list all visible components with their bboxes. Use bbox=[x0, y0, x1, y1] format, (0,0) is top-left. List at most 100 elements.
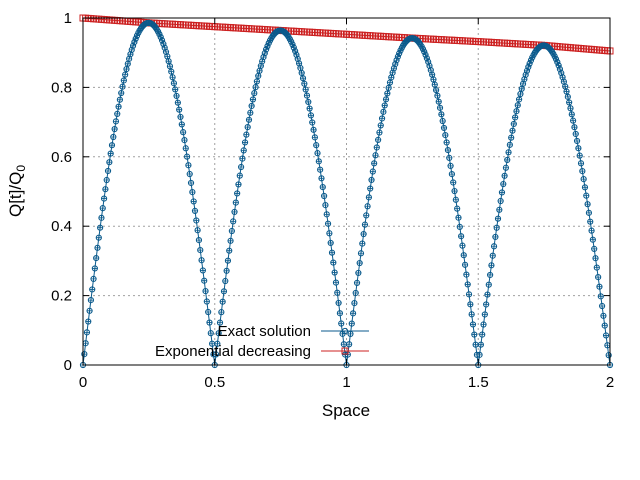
exact-solution-point-cross bbox=[198, 257, 205, 263]
exact-solution-point-cross bbox=[249, 103, 255, 109]
exact-solution-point-cross bbox=[117, 97, 123, 103]
exact-solution-point-cross bbox=[508, 135, 514, 141]
y-tick-label: 0.6 bbox=[51, 149, 72, 166]
exact-solution-point-cross bbox=[594, 265, 600, 271]
exact-solution-point-cross bbox=[289, 41, 296, 48]
exact-solution-point-cross bbox=[358, 250, 364, 256]
exact-solution-point-cross bbox=[110, 134, 116, 140]
exact-solution-point-cross bbox=[370, 168, 376, 175]
exact-solution-point-cross bbox=[492, 234, 498, 240]
exact-solution-point-cross bbox=[440, 118, 446, 124]
exact-solution-point-cross bbox=[222, 278, 228, 284]
exact-solution-point-cross bbox=[216, 330, 222, 336]
exact-solution-point-cross bbox=[246, 117, 252, 123]
exact-solution-point-cross bbox=[243, 132, 249, 138]
exact-solution-point-cross bbox=[101, 195, 107, 202]
exact-solution-point-cross bbox=[484, 291, 491, 298]
exact-solution-point-cross bbox=[309, 119, 315, 126]
exact-solution-point-cross bbox=[202, 288, 209, 294]
exact-solution-point-cross bbox=[115, 104, 122, 110]
exact-solution-point-cross bbox=[119, 84, 126, 90]
legend: Exact solution Exponential decreasing bbox=[155, 323, 369, 360]
exact-solution-point-cross bbox=[214, 341, 220, 347]
exact-solution-point-cross bbox=[451, 188, 458, 194]
exact-solution-point-cross bbox=[579, 168, 585, 174]
y-tick-label: 0.8 bbox=[51, 79, 72, 96]
exact-solution-point-cross bbox=[511, 121, 517, 127]
exact-solution-point-cross bbox=[172, 86, 178, 93]
exact-solution-point-cross bbox=[114, 111, 120, 117]
x-tick-labels: 0 0.5 1 1.5 2 bbox=[79, 374, 614, 391]
x-tick-label: 2 bbox=[606, 374, 614, 391]
exact-solution-point-cross bbox=[167, 63, 173, 69]
exact-solution-point-cross bbox=[332, 269, 338, 276]
exact-solution-point-cross bbox=[478, 342, 484, 348]
exact-solution-point-cross bbox=[109, 142, 115, 148]
exact-solution-point-cross bbox=[588, 228, 595, 234]
exact-solution-point-cross bbox=[387, 79, 393, 86]
exact-solution-point-cross bbox=[166, 58, 172, 64]
exact-solution-point-cross bbox=[525, 64, 531, 70]
exact-solution-point-cross bbox=[436, 99, 442, 105]
exact-solution-point-cross bbox=[585, 201, 591, 207]
exact-solution-point-cross bbox=[519, 86, 525, 92]
exact-solution-point-cross bbox=[338, 320, 344, 327]
exact-solution-point-cross bbox=[224, 268, 230, 274]
exact-solution-point-cross bbox=[188, 180, 194, 186]
exact-solution-point-cross bbox=[96, 235, 102, 241]
exact-solution-point-cross bbox=[447, 163, 454, 169]
exact-solution-point-cross bbox=[527, 60, 533, 67]
exact-solution-point-cross bbox=[85, 318, 91, 325]
exact-solution-point-cross bbox=[318, 175, 325, 181]
exact-solution-point-cross bbox=[205, 309, 211, 315]
exact-solution-point-cross bbox=[421, 49, 427, 55]
exact-solution-point-cross bbox=[516, 96, 522, 103]
exact-solution-point-cross bbox=[263, 46, 269, 53]
exact-solution-point-cross bbox=[317, 167, 323, 173]
exact-solution-point-cross bbox=[578, 160, 584, 166]
exact-solution-point-cross bbox=[229, 228, 235, 234]
exact-solution-point-cross bbox=[384, 90, 390, 97]
exact-solution-point-cross bbox=[209, 341, 215, 347]
exact-solution-point-cross bbox=[171, 80, 177, 86]
exact-solution-point-cross bbox=[503, 165, 509, 171]
exact-solution-point-cross bbox=[565, 94, 571, 100]
tick-marks bbox=[82, 17, 611, 366]
x-tick-label: 1.5 bbox=[468, 374, 489, 391]
exact-solution-point-cross bbox=[379, 115, 385, 122]
exact-solution-point-cross bbox=[586, 210, 592, 216]
exact-solution-point-cross bbox=[296, 60, 302, 66]
exact-solution-point-cross bbox=[462, 262, 468, 268]
exact-solution-point-cross bbox=[457, 224, 463, 230]
exact-solution-point-cross bbox=[512, 114, 518, 121]
exact-solution-point-cross bbox=[308, 112, 314, 118]
exact-solution-point-cross bbox=[554, 59, 560, 65]
exact-solution-point-cross bbox=[322, 202, 329, 208]
exact-solution-point-cross bbox=[372, 152, 379, 158]
exact-solution-point-cross bbox=[242, 139, 248, 146]
exact-solution-point-cross bbox=[441, 125, 447, 131]
exact-solution-point-cross bbox=[375, 137, 381, 143]
exact-solution-point-cross bbox=[504, 157, 510, 163]
series-exponential-decreasing bbox=[79, 14, 614, 55]
plot-frame bbox=[82, 17, 611, 366]
exact-solution-point-cross bbox=[386, 85, 392, 91]
y-axis-label-subscript: 0 bbox=[14, 165, 28, 172]
exact-solution-point-cross bbox=[321, 193, 327, 199]
exact-solution-point-cross bbox=[490, 253, 496, 259]
exact-solution-point-cross bbox=[112, 126, 118, 132]
exact-solution-point-cross bbox=[237, 173, 243, 179]
exact-solution-point-cross bbox=[602, 322, 608, 329]
exact-solution-point-cross bbox=[254, 78, 260, 85]
exact-solution-point-cross bbox=[258, 63, 264, 69]
exact-solution-point-cross bbox=[300, 75, 306, 81]
exact-solution-point-cross bbox=[252, 84, 259, 90]
exact-solution-point-cross bbox=[121, 77, 127, 84]
exact-solution-point-cross bbox=[88, 297, 94, 303]
exact-solution-point-cross bbox=[355, 270, 361, 276]
exact-solution-point-cross bbox=[84, 329, 90, 335]
exact-solution-point-cross bbox=[388, 74, 394, 81]
exact-solution-point-cross bbox=[158, 34, 164, 40]
exact-solution-point-cross bbox=[187, 171, 193, 177]
exact-solution-point-cross bbox=[513, 108, 520, 114]
